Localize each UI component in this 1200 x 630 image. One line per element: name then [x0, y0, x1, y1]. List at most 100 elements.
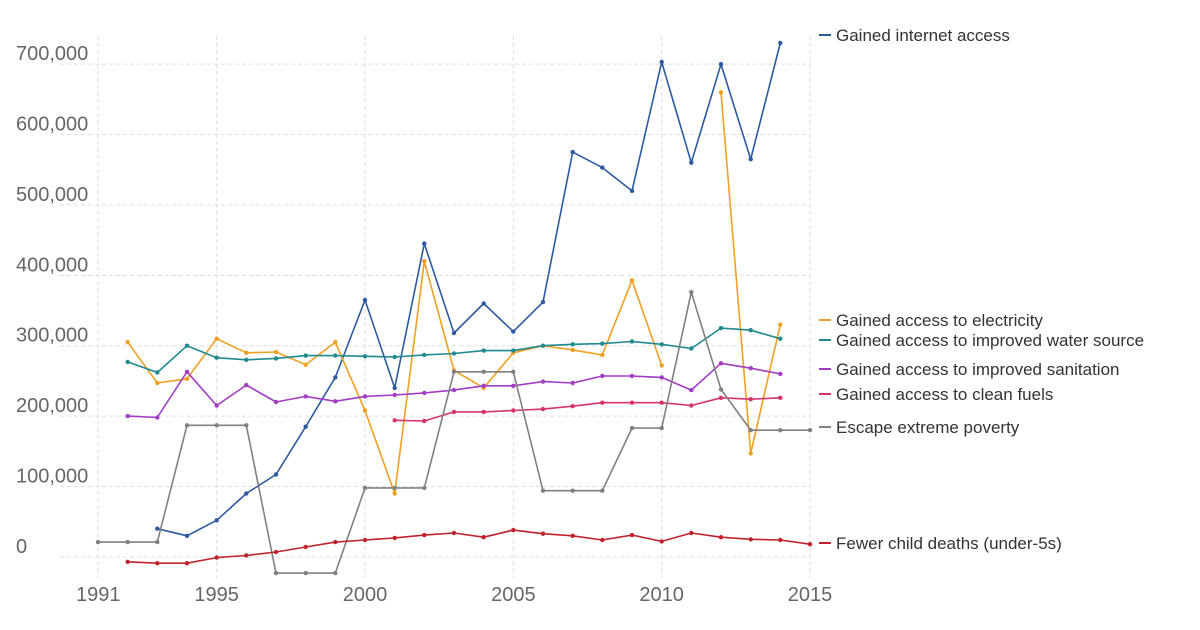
data-point	[540, 488, 546, 493]
data-point	[392, 385, 397, 391]
data-point	[155, 380, 160, 386]
data-point	[422, 241, 427, 246]
legend: Gained internet access Gained access to e…	[819, 26, 1144, 553]
data-point	[807, 542, 813, 547]
data-point	[392, 485, 397, 491]
data-point	[184, 561, 190, 566]
data-point	[659, 425, 664, 431]
data-point	[422, 532, 427, 538]
data-point	[362, 408, 368, 413]
data-point	[362, 537, 368, 543]
data-point	[718, 395, 724, 400]
series-line	[157, 42, 782, 537]
data-point	[333, 570, 338, 576]
y-tick-label: 100,000	[16, 465, 88, 487]
data-point	[629, 425, 635, 431]
series-line	[127, 92, 782, 495]
data-point	[333, 353, 338, 358]
data-point	[689, 403, 694, 408]
data-point	[392, 392, 397, 398]
data-point	[155, 561, 160, 566]
data-point	[778, 40, 783, 46]
data-point	[540, 379, 546, 384]
legend-entry: Gained internet access	[819, 26, 1010, 45]
legend-entry: Gained access to improved sanitation	[819, 360, 1120, 379]
data-point	[718, 61, 724, 67]
data-point	[422, 352, 427, 358]
data-point	[659, 59, 664, 65]
data-point	[718, 387, 724, 392]
data-point	[392, 354, 397, 360]
x-tick-label: 2000	[343, 584, 388, 606]
data-point	[155, 539, 160, 545]
legend-label: Gained access to electricity	[836, 311, 1043, 330]
data-point	[748, 537, 753, 542]
data-point	[273, 349, 279, 355]
data-point	[570, 380, 575, 386]
data-point	[629, 532, 635, 538]
data-point	[184, 369, 190, 374]
data-point	[511, 527, 516, 533]
grid	[60, 36, 811, 578]
legend-entry: Gained access to improved water source	[819, 331, 1144, 350]
data-point	[333, 375, 338, 380]
data-point	[184, 376, 190, 381]
series-5	[95, 290, 813, 576]
data-point	[481, 301, 486, 306]
legend-label: Gained access to improved sanitation	[836, 360, 1120, 379]
data-point	[214, 423, 219, 428]
legend-entry: Escape extreme poverty	[819, 418, 1020, 437]
data-point	[540, 299, 546, 305]
series-1	[125, 90, 783, 496]
data-point	[333, 539, 338, 545]
data-point	[244, 382, 249, 388]
data-point	[570, 533, 575, 538]
legend-label: Escape extreme poverty	[836, 418, 1020, 437]
data-point	[333, 340, 338, 345]
data-point	[481, 348, 486, 353]
data-point	[570, 488, 575, 493]
data-point	[778, 395, 783, 400]
data-point	[778, 322, 783, 327]
data-point	[629, 278, 635, 283]
data-point	[392, 418, 397, 423]
data-point	[125, 559, 130, 564]
data-point	[303, 544, 308, 550]
data-point	[718, 90, 724, 95]
data-point	[244, 553, 249, 558]
data-point	[718, 325, 724, 331]
data-point	[184, 533, 190, 538]
data-point	[422, 259, 427, 264]
data-point	[659, 539, 664, 544]
data-point	[570, 149, 575, 155]
data-point	[273, 472, 279, 477]
data-point	[540, 343, 546, 348]
data-point	[125, 340, 130, 345]
data-point	[659, 400, 664, 405]
axis-ticks: 0 100,000 200,000 300,000 400,000 500,000 600,…	[16, 43, 832, 606]
y-tick-label: 200,000	[16, 395, 88, 417]
data-point	[303, 424, 308, 429]
data-point	[689, 387, 694, 393]
data-point	[748, 428, 753, 433]
data-point	[511, 348, 516, 353]
data-point	[451, 387, 457, 393]
data-point	[392, 491, 397, 496]
data-point	[659, 363, 664, 368]
data-point	[392, 535, 397, 541]
series-2	[125, 325, 783, 375]
data-point	[570, 347, 575, 353]
x-tick-label: 1995	[194, 584, 239, 606]
series-4	[392, 395, 783, 424]
data-point	[778, 336, 783, 341]
data-point	[511, 383, 516, 388]
data-point	[540, 531, 546, 536]
data-point	[214, 518, 219, 523]
data-point	[689, 346, 694, 351]
data-point	[600, 400, 605, 405]
data-point	[481, 409, 486, 415]
data-point	[600, 373, 605, 379]
data-point	[214, 355, 219, 360]
data-point	[689, 530, 694, 536]
